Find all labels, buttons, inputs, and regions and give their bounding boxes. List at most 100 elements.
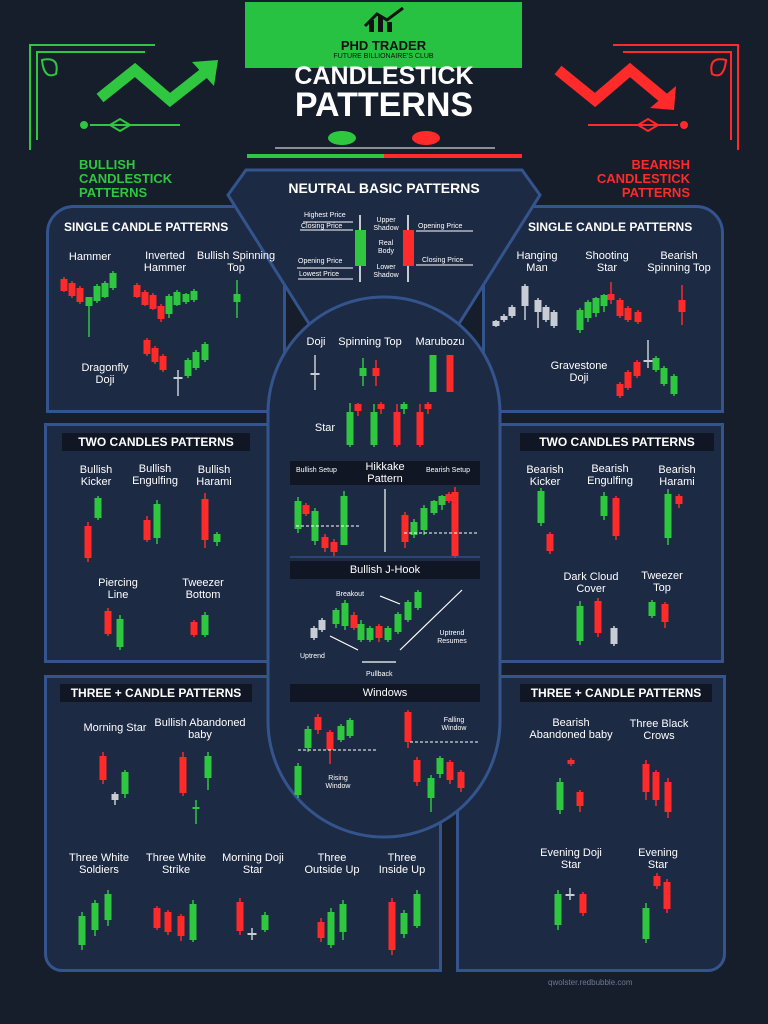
tweezer-top-label: Tweezer Top: [636, 570, 688, 594]
piercing-line-text: Piercing Line: [98, 577, 138, 601]
three-white-strike-text: Three White Strike: [146, 852, 206, 876]
candlestick: [93, 284, 101, 303]
rising-window-label: Rising Window: [320, 775, 356, 791]
bullish-three-header: THREE + CANDLE PATTERNS: [60, 684, 252, 702]
bull-icon: [328, 131, 356, 145]
candle-body: [326, 732, 334, 750]
candlestick: [664, 778, 672, 818]
candle-body: [372, 368, 380, 376]
candle-body: [634, 312, 642, 322]
candle-body: [359, 368, 367, 376]
evening-star-label: Evening Star: [630, 847, 686, 871]
candlestick: [354, 403, 362, 416]
candlestick: [652, 356, 660, 372]
marubozu-label: Marubozu: [415, 336, 465, 348]
candlestick: [534, 298, 542, 328]
candle-body: [192, 352, 200, 368]
candle-body: [377, 404, 385, 409]
candle-body: [204, 756, 212, 778]
three-outside-up-text: Three Outside Up: [304, 852, 360, 876]
candlestick: [310, 626, 318, 640]
doji-label: Doji: [306, 336, 326, 348]
candle-body: [366, 628, 374, 640]
highest-price-label: Highest Price: [304, 212, 346, 219]
candle-body: [565, 894, 575, 896]
candlestick: [192, 350, 200, 370]
candlestick: [330, 539, 338, 556]
candle-body: [190, 622, 198, 635]
candlestick: [372, 360, 380, 386]
candlestick: [370, 404, 378, 447]
candlestick: [317, 918, 325, 942]
candlestick: [664, 489, 672, 545]
uptrend-label: Uptrend: [300, 653, 325, 660]
candlestick: [457, 770, 465, 792]
candlestick: [346, 403, 354, 447]
rising-window-text: Rising Window: [325, 775, 351, 790]
candle-body: [159, 356, 167, 370]
candlestick: [446, 760, 454, 784]
candlestick-group: [60, 271, 686, 955]
candlestick: [445, 492, 453, 503]
pullback-label: Pullback: [366, 671, 393, 678]
upper-shadow-label: Upper Shadow: [368, 217, 404, 233]
candlestick: [424, 402, 432, 414]
candle-body: [542, 307, 550, 320]
candlestick: [159, 354, 167, 372]
candlestick: [346, 718, 354, 738]
candlestick: [542, 305, 550, 322]
candle-body: [576, 606, 584, 641]
three-black-crows-label: Three Black Crows: [624, 718, 694, 742]
candlestick: [189, 900, 197, 942]
candlestick: [294, 497, 302, 533]
candle-body: [400, 404, 408, 409]
bullish-single-header: SINGLE CANDLE PATTERNS: [64, 220, 229, 234]
bullish-spinning-top-text: Bullish Spinning Top: [196, 250, 276, 274]
hammer-label: Hammer: [68, 251, 112, 263]
candlestick: [311, 508, 319, 545]
candle-body: [616, 384, 624, 396]
candle-body: [213, 534, 221, 542]
falling-window-label: Falling Window: [436, 717, 472, 733]
candle-body: [648, 602, 656, 616]
candlestick: [153, 906, 161, 930]
candle-body: [546, 534, 554, 551]
candlestick: [410, 519, 418, 538]
candle-body: [261, 915, 269, 930]
candlestick: [111, 792, 119, 805]
candlestick: [634, 310, 642, 324]
right-corner-ornament: [588, 44, 739, 150]
candlestick: [451, 487, 459, 558]
candle-body: [346, 720, 354, 736]
candle-body: [534, 300, 542, 312]
real-body-label: Real Body: [370, 240, 402, 256]
candle-body: [357, 624, 365, 640]
candlestick: [600, 294, 608, 312]
candle-body: [247, 933, 257, 935]
candle-body: [660, 368, 668, 384]
candle-body: [346, 412, 354, 445]
candlestick: [624, 370, 632, 390]
candle-body: [592, 298, 600, 313]
candlestick: [304, 726, 312, 752]
three-inside-up-text: Three Inside Up: [378, 852, 426, 876]
candlestick: [414, 590, 422, 610]
candle-body: [436, 758, 444, 774]
candlestick: [429, 355, 437, 392]
candlestick: [670, 374, 678, 396]
candlestick: [616, 298, 624, 318]
candlestick: [314, 714, 322, 734]
candle-body: [318, 620, 326, 630]
candlestick: [610, 626, 618, 646]
candle-body: [60, 279, 68, 291]
candlestick: [648, 600, 656, 618]
gravestone-doji-label: Gravestone Doji: [540, 360, 618, 384]
breakout-label: Breakout: [336, 591, 365, 598]
candle-body: [375, 626, 383, 638]
candle-body: [332, 610, 340, 624]
bearish-harami-label: Bearish Harami: [650, 464, 704, 488]
candle-body: [310, 628, 318, 638]
bearish-three-header: THREE + CANDLE PATTERNS: [520, 684, 712, 702]
candle-body: [661, 604, 669, 622]
candle-body: [664, 782, 672, 812]
